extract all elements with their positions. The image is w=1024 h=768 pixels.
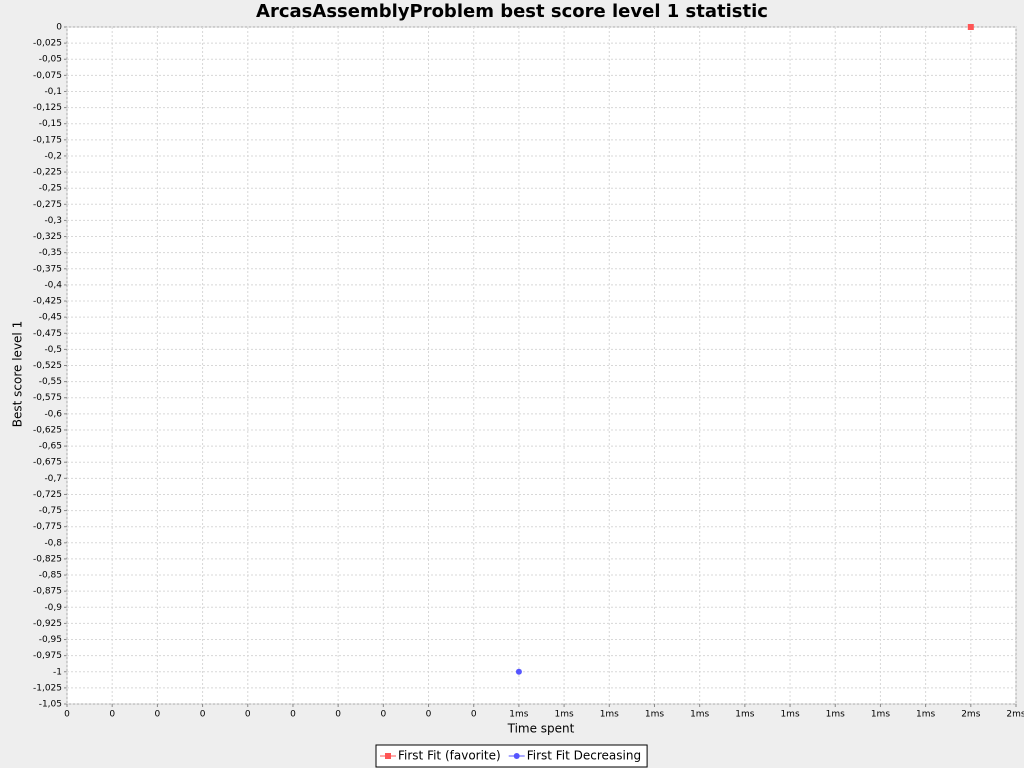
y-tick-label: -0,8 [44, 538, 62, 548]
y-tick-label: -0,1 [44, 87, 62, 97]
legend-label: First Fit Decreasing [527, 749, 641, 763]
y-tick-label: -0,75 [39, 506, 62, 516]
legend-marker [513, 753, 520, 759]
x-tick-label: 1ms [916, 710, 935, 720]
y-tick-label: -0,475 [33, 329, 62, 339]
x-tick-label: 2ms [1006, 710, 1024, 720]
y-tick-label: -0,25 [39, 184, 62, 194]
y-tick-label: -0,85 [39, 571, 62, 581]
y-tick-label: -1,025 [33, 683, 62, 693]
y-tick-label: -0,6 [44, 409, 62, 419]
y-tick-label: -0,325 [33, 232, 62, 242]
y-tick-label: -0,45 [39, 313, 62, 323]
y-tick-label: -0,2 [44, 151, 62, 161]
x-tick-label: 0 [471, 710, 477, 720]
chart-title: ArcasAssemblyProblem best score level 1 … [256, 1, 768, 22]
legend-label: First Fit (favorite) [398, 749, 501, 763]
y-tick-label: -0,425 [33, 297, 62, 307]
y-tick-label: -0,65 [39, 442, 62, 452]
y-tick-label: -0,225 [33, 168, 62, 178]
y-tick-label: -0,725 [33, 490, 62, 500]
y-tick-label: -0,525 [33, 361, 62, 371]
x-tick-label: 0 [245, 710, 251, 720]
x-tick-label: 0 [426, 710, 432, 720]
x-tick-label: 0 [335, 710, 341, 720]
y-tick-label: -0,95 [39, 635, 62, 645]
x-tick-label: 1ms [826, 710, 845, 720]
plot-area [66, 26, 1017, 705]
y-tick-label: -0,375 [33, 264, 62, 274]
x-tick-label: 1ms [645, 710, 664, 720]
y-tick-label: -0,775 [33, 522, 62, 532]
x-tick-label: 1ms [509, 710, 528, 720]
y-tick-label: -0,575 [33, 393, 62, 403]
y-axis-title: Best score level 1 [11, 321, 25, 427]
y-tick-label: -0,3 [44, 216, 62, 226]
x-tick-label: 0 [380, 710, 386, 720]
y-tick-label: -0,175 [33, 135, 62, 145]
x-tick-label: 1ms [871, 710, 890, 720]
y-tick-label: -0,675 [33, 458, 62, 468]
x-axis-title: Time spent [507, 722, 575, 736]
y-tick-label: -0,5 [44, 345, 62, 355]
x-tick-label: 0 [290, 710, 296, 720]
x-tick-label: 2ms [961, 710, 980, 720]
x-tick-label: 1ms [600, 710, 619, 720]
x-tick-label: 0 [64, 710, 70, 720]
y-tick-label: -0,825 [33, 554, 62, 564]
x-tick-label: 1ms [780, 710, 799, 720]
x-tick-label: 1ms [690, 710, 709, 720]
y-tick-label: -0,7 [44, 474, 62, 484]
y-tick-label: -0,075 [33, 71, 62, 81]
data-point [967, 24, 974, 30]
y-tick-label: -0,15 [39, 119, 62, 129]
data-point [515, 668, 522, 675]
y-tick-label: -0,925 [33, 619, 62, 629]
y-tick-label: -1,05 [39, 700, 62, 710]
y-tick-label: -0,975 [33, 651, 62, 661]
y-tick-label: -0,55 [39, 377, 62, 387]
y-tick-label: -0,9 [44, 603, 62, 613]
x-tick-label: 1ms [555, 710, 574, 720]
legend-marker [385, 753, 391, 759]
x-tick-label: 1ms [735, 710, 754, 720]
x-tick-label: 0 [200, 710, 206, 720]
y-tick-label: -0,05 [39, 55, 62, 65]
y-tick-label: -0,875 [33, 587, 62, 597]
y-tick-label: 0 [56, 23, 62, 33]
y-tick-label: -0,35 [39, 248, 62, 258]
y-tick-label: -1 [53, 667, 62, 677]
y-tick-label: -0,125 [33, 103, 62, 113]
y-tick-label: -0,625 [33, 425, 62, 435]
y-tick-label: -0,275 [33, 200, 62, 210]
y-tick-label: -0,4 [44, 280, 62, 290]
x-tick-label: 0 [109, 710, 115, 720]
y-tick-label: -0,025 [33, 39, 62, 49]
x-tick-label: 0 [155, 710, 161, 720]
